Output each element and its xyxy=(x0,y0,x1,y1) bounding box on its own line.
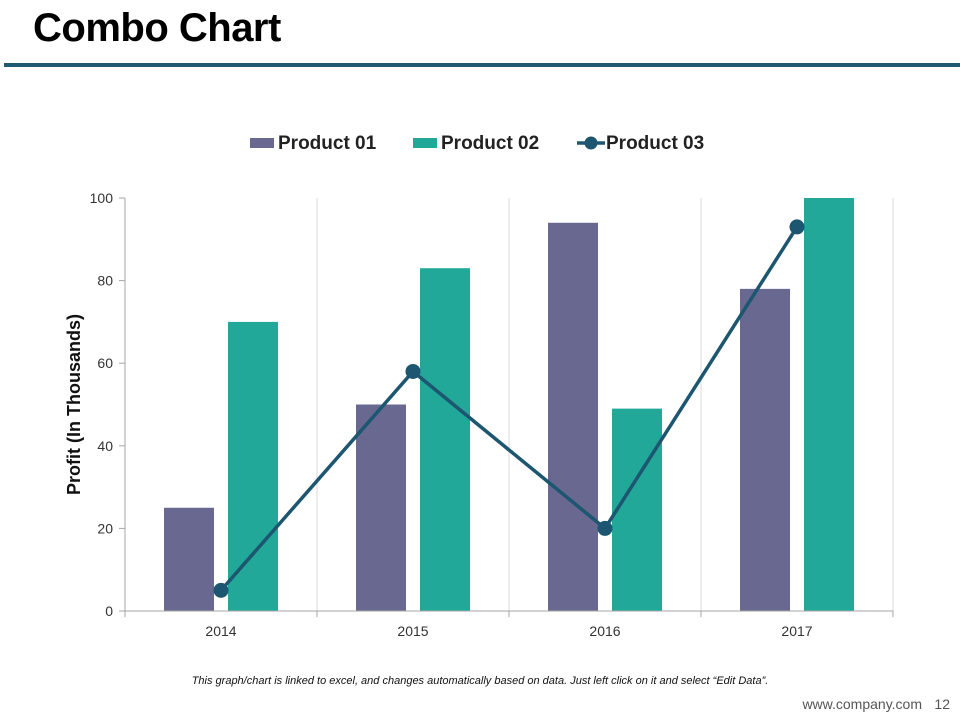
bar-product-01-2016 xyxy=(548,222,598,611)
x-tick-label: 2017 xyxy=(781,623,812,639)
y-tick-label: 0 xyxy=(105,603,113,619)
point-product-03-2017 xyxy=(789,219,805,235)
y-tick-label: 20 xyxy=(97,520,113,536)
bar-product-02-2017 xyxy=(804,198,854,611)
x-tick-label: 2014 xyxy=(205,623,236,639)
footer-url[interactable]: www.company.com xyxy=(802,696,922,712)
point-product-03-2014 xyxy=(213,582,229,598)
chart-axes xyxy=(119,197,894,617)
slide-title: Combo Chart xyxy=(33,6,281,50)
chart-line-series xyxy=(213,219,805,598)
x-tick-label: 2016 xyxy=(589,623,620,639)
chart-footnote: This graph/chart is linked to excel, and… xyxy=(191,675,769,687)
bar-product-02-2014 xyxy=(228,321,278,611)
bar-product-01-2015 xyxy=(356,404,406,611)
legend-swatch-product-02 xyxy=(413,138,437,148)
legend-label-product-03: Product 03 xyxy=(606,133,704,154)
bar-product-02-2016 xyxy=(612,408,662,611)
page-number: 12 xyxy=(934,696,950,712)
point-product-03-2016 xyxy=(597,520,613,536)
bar-product-02-2015 xyxy=(420,268,470,611)
y-tick-label: 80 xyxy=(97,273,113,289)
line-product-03 xyxy=(219,225,799,592)
title-divider xyxy=(4,63,960,67)
point-product-03-2015 xyxy=(405,363,421,379)
y-axis-title: Profit (In Thousands) xyxy=(64,314,84,495)
y-tick-label: 40 xyxy=(97,438,113,454)
y-tick-label: 60 xyxy=(97,355,113,371)
legend-swatch-product-01 xyxy=(250,138,274,148)
x-tick-label: 2015 xyxy=(397,623,428,639)
legend-marker-product-03 xyxy=(584,136,598,150)
chart-tick-labels: 0 20 40 60 80 100 2014 2015 2016 2017 Profit (In T… xyxy=(64,190,813,639)
chart-bars xyxy=(164,198,854,611)
chart-legend: Product 01 Product 02 Product 03 xyxy=(250,133,704,154)
chart-gridlines xyxy=(316,198,894,611)
bar-product-01-2014 xyxy=(164,507,214,611)
y-tick-label: 100 xyxy=(90,190,114,206)
bar-product-01-2017 xyxy=(740,288,790,611)
legend-label-product-02: Product 02 xyxy=(441,133,539,154)
legend-label-product-01: Product 01 xyxy=(278,133,377,154)
